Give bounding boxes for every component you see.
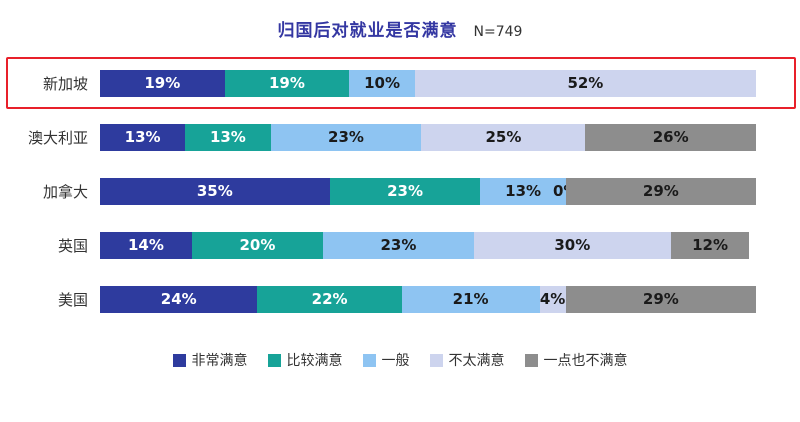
- stacked-bar: 19% 19% 10% 52%: [100, 69, 756, 97]
- legend-label: 一点也不满意: [543, 353, 628, 369]
- category-label: 新加坡: [42, 74, 88, 93]
- bar-segment: 35%: [100, 177, 330, 205]
- chart-rows: 新加坡 19% 19% 10% 52% 澳大利亚 13% 13% 23% 25% 26% 加拿大 35%…: [0, 56, 800, 326]
- bar-segment: 20%: [191, 231, 324, 259]
- legend-item: 一般: [362, 350, 410, 370]
- legend-item: 不太满意: [429, 350, 505, 370]
- legend-swatch: [172, 353, 186, 367]
- bar-segment: 13%: [100, 123, 186, 151]
- stacked-bar: 35%23%13%0%29%: [100, 177, 756, 205]
- legend-label: 一般: [381, 353, 410, 369]
- bar-segment: 10%: [349, 69, 415, 97]
- bar-segment: 13%: [185, 123, 271, 151]
- bar-segment: 19%: [100, 69, 225, 97]
- bar-segment: 12%: [670, 231, 750, 259]
- bar-segment: 14%: [100, 231, 192, 259]
- bar-segment: 4%: [539, 285, 566, 313]
- bar-segment: 30%: [473, 231, 671, 259]
- legend-swatch: [362, 353, 376, 367]
- chart-row: 美国 24% 22% 21% 4% 29%: [0, 272, 800, 326]
- bar-segment: 23%: [329, 177, 481, 205]
- bar-segment: 19%: [224, 69, 350, 97]
- category-label: 美国: [57, 290, 88, 309]
- chart-row: 新加坡 19% 19% 10% 52%: [0, 56, 800, 110]
- chart-header: 归国后对就业是否满意 N=749: [0, 16, 800, 42]
- chart-title: 归国后对就业是否满意: [277, 21, 458, 41]
- chart-row: 英国 14% 20% 23% 30% 12%: [0, 218, 800, 272]
- bar-segment: 22%: [257, 285, 402, 313]
- category-label: 英国: [57, 236, 88, 255]
- legend-item: 非常满意: [172, 350, 248, 370]
- sample-size-label: N=749: [473, 24, 523, 40]
- bar-segment: 26%: [585, 123, 756, 151]
- category-label: 澳大利亚: [27, 128, 88, 147]
- legend-swatch: [524, 353, 538, 367]
- legend-label: 比较满意: [286, 353, 343, 369]
- bar-segment: 23%: [270, 123, 422, 151]
- legend-item: 一点也不满意: [524, 350, 628, 370]
- bar-segment: 52%: [414, 69, 756, 97]
- bar-segment: 13%: [480, 177, 566, 205]
- bar-segment: 29%: [565, 177, 756, 205]
- stacked-bar: 24% 22% 21% 4% 29%: [100, 285, 756, 313]
- chart-row: 澳大利亚 13% 13% 23% 25% 26%: [0, 110, 800, 164]
- chart-row: 加拿大 35%23%13%0%29%: [0, 164, 800, 218]
- legend-swatch: [429, 353, 443, 367]
- bar-segment: 24%: [100, 285, 258, 313]
- legend-label: 不太满意: [448, 353, 505, 369]
- chart-legend: 非常满意 比较满意 一般 不太满意 一点也不满意: [0, 350, 800, 370]
- bar-segment: 21%: [401, 285, 540, 313]
- legend-item: 比较满意: [267, 350, 343, 370]
- legend-swatch: [267, 353, 281, 367]
- bar-segment: 23%: [323, 231, 474, 259]
- stacked-bar: 14% 20% 23% 30% 12%: [100, 231, 756, 259]
- bar-segment: 25%: [421, 123, 586, 151]
- category-label: 加拿大: [42, 182, 88, 201]
- stacked-bar: 13% 13% 23% 25% 26%: [100, 123, 756, 151]
- legend-label: 非常满意: [191, 353, 248, 369]
- bar-segment: 29%: [565, 285, 756, 313]
